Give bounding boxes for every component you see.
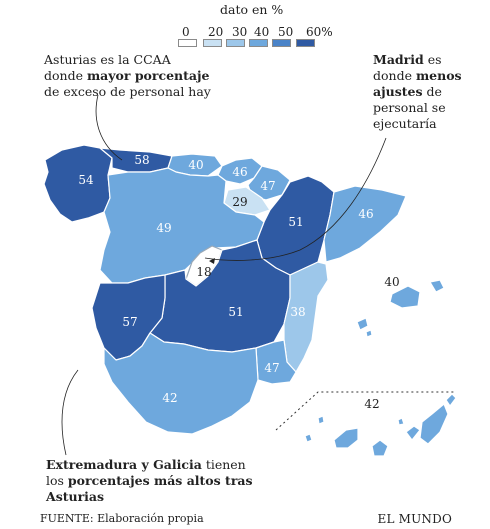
region-value-cantabria: 40 [188,158,204,172]
legend-swatch [249,39,268,47]
extremadura-annotation-line2-a: los [46,473,68,488]
asturias-annotation-emphasis: mayor porcentaje [86,68,210,83]
madrid-annotation-line1-b: es [423,52,442,67]
asturias-annotation-line2-a: donde [44,68,87,83]
extremadura-annotation-emphasis-2: porcentajes más altos tras [67,473,253,488]
extremadura-annotation-emphasis-3: Asturias [46,489,105,504]
legend-swatch [178,39,197,47]
legend-tick-label: 30 [232,25,248,39]
region-canarias [304,433,313,443]
asturias-annotation-line3: de exceso de personal hay [44,84,211,99]
asturias-leader-line [95,94,123,161]
region-value-andalucia: 42 [162,391,178,405]
madrid-annotation-emphasis-2: menos [415,68,462,83]
region-canarias [445,393,457,407]
region-value-galicia: 54 [78,173,94,187]
region-canarias [333,427,359,449]
extremadura-annotation: Extremadura y Galicia tienen los porcent… [46,457,286,505]
region-value-asturias: 58 [134,153,150,167]
madrid-leader-line [204,137,387,261]
legend-swatch [296,39,315,47]
legend-tick-label: 60% [306,25,333,39]
region-canarias [397,417,405,426]
region-value-la-rioja: 29 [232,195,248,209]
region-value-madrid: 18 [196,265,212,279]
region-value-murcia: 47 [264,361,280,375]
madrid-annotation: Madrid es donde menos ajustes de persona… [373,52,483,132]
region-value-aragon: 51 [288,215,304,229]
madrid-annotation-line2-a: donde [373,68,416,83]
legend-tick-label: 40 [254,25,270,39]
madrid-annotation-line3-b: de [422,84,442,99]
madrid-annotation-line5: ejecutaría [373,116,437,131]
region-value-baleares: 40 [384,275,400,289]
asturias-annotation: Asturias es la CCAA donde mayor porcenta… [44,52,259,100]
region-cataluna [323,185,407,263]
madrid-annotation-emphasis-3: ajustes [373,84,423,99]
region-value-castilla-la-mancha: 51 [228,305,244,319]
region-baleares [429,279,445,293]
region-comunidad-valenciana [283,261,329,373]
extremadura-leader-line [61,369,79,456]
legend-swatch [203,39,222,47]
legend-tick-label: 20 [208,25,224,39]
region-value-castilla-y-leon: 49 [156,221,172,235]
region-value-comunidad-valenciana: 38 [290,305,306,319]
legend-title: dato en % [220,2,284,17]
asturias-annotation-line1: Asturias es la CCAA [44,52,171,67]
source-credit: FUENTE: Elaboración propia [40,512,204,525]
region-andalucia [103,332,259,435]
region-value-navarra: 47 [260,179,276,193]
madrid-annotation-line4: personal se [373,100,446,115]
region-canarias [405,425,421,441]
region-value-pais-vasco: 46 [232,165,248,179]
region-value-extremadura: 57 [122,315,138,329]
madrid-annotation-emphasis-1: Madrid [373,52,424,67]
canarias-inset-border [275,391,455,431]
region-canarias [419,403,449,445]
region-navarra [247,165,291,201]
region-baleares [356,317,369,331]
region-baleares [389,285,421,309]
legend-swatch [272,39,291,47]
region-value-cataluna: 46 [358,207,374,221]
legend-swatch [226,39,245,47]
region-murcia [255,339,297,385]
region-canarias [371,439,389,457]
region-baleares [365,329,373,338]
region-canarias [317,415,325,425]
publisher-logo: EL MUNDO [377,512,452,526]
extremadura-annotation-line1-b: tienen [201,457,246,472]
legend-tick-label: 50 [278,25,294,39]
extremadura-annotation-emphasis-1: Extremadura y Galicia [46,457,202,472]
legend-tick-label: 0 [182,25,190,39]
madrid-arrowhead [209,258,215,264]
region-value-canarias: 42 [364,397,380,411]
